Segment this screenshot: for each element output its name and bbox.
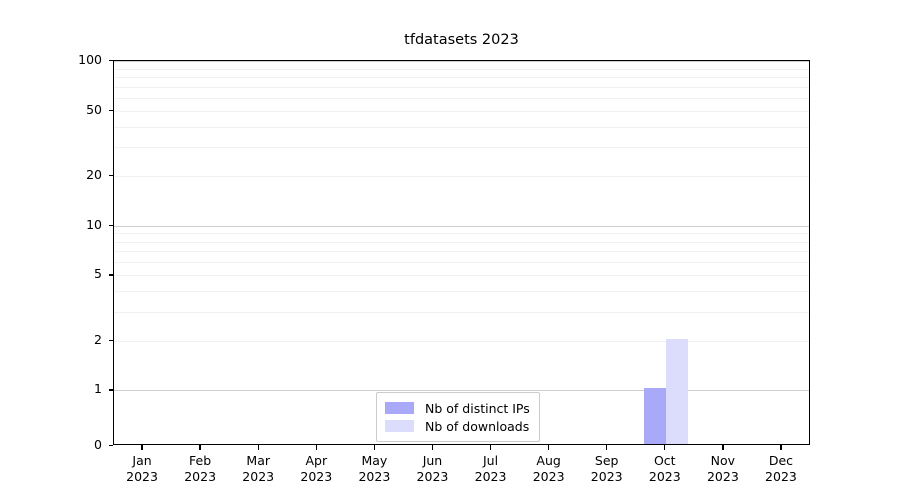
x-tick-mark (489, 445, 492, 450)
gridline-minor (114, 176, 809, 178)
gridline-minor (114, 275, 809, 277)
legend-swatch (385, 402, 414, 414)
y-tick-label: 0 (94, 437, 102, 452)
gridline-minor (114, 76, 809, 78)
gridline-major (114, 61, 809, 62)
gridline-minor (114, 97, 809, 99)
x-tick-label-year: 2023 (532, 469, 565, 484)
bar-oct-downloads (665, 338, 688, 444)
x-tick-mark (664, 445, 666, 450)
legend-label: Nb of downloads (425, 418, 530, 434)
gridline-minor (114, 340, 809, 342)
x-tick-mark (141, 445, 143, 450)
gridline-minor (114, 291, 809, 293)
x-tick-label-month: Feb (189, 453, 212, 468)
gridline-minor (114, 147, 809, 149)
x-tick-label: Jul 2023 (456, 453, 526, 485)
gridline-minor (114, 251, 809, 253)
y-tick-mark (108, 339, 113, 342)
x-tick-label-month: Dec (768, 453, 794, 468)
y-tick-mark (108, 274, 113, 276)
gridline-minor (114, 68, 809, 70)
gridline-minor (114, 262, 809, 264)
x-tick-label-year: 2023 (648, 469, 681, 484)
legend-label: Nb of distinct IPs (425, 400, 530, 416)
gridline-minor (114, 110, 809, 112)
x-tick-mark (722, 445, 724, 450)
y-tick-mark (108, 175, 113, 177)
x-tick-label: Jan 2023 (107, 453, 177, 485)
x-tick-label: Dec 2023 (746, 453, 816, 485)
legend-item: Nb of distinct IPs (385, 399, 530, 417)
y-tick-label: 5 (94, 266, 102, 282)
x-tick-label-month: Oct (653, 453, 676, 468)
x-axis: Jan 2023 Feb 2023 Mar 2023 Apr 2023 May 2023 Jun 20… (113, 445, 810, 500)
plot-area (113, 60, 810, 445)
y-axis: 0 1 2 5 10 20 50 100 (0, 52, 113, 452)
gridline-minor (114, 241, 809, 243)
bar-oct-distinct-ips (643, 388, 666, 444)
y-tick-mark (108, 60, 113, 62)
x-tick-label-month: May (361, 453, 388, 468)
gridline-major (114, 390, 809, 392)
x-tick-label: May 2023 (339, 453, 409, 485)
x-tick-label-year: 2023 (358, 469, 391, 484)
x-tick-label: Jun 2023 (397, 453, 467, 485)
y-tick-mark (108, 224, 113, 226)
legend-swatch (385, 420, 414, 432)
x-tick-mark (257, 445, 259, 450)
x-tick-label-month: Nov (710, 453, 736, 468)
x-tick-label: Apr 2023 (281, 453, 351, 485)
y-tick-label: 2 (94, 331, 102, 347)
y-tick-mark (108, 445, 113, 447)
gridline-minor (114, 233, 809, 235)
x-tick-label: Nov 2023 (688, 453, 758, 485)
legend-item: Nb of downloads (385, 417, 530, 435)
x-tick-label-year: 2023 (242, 469, 275, 484)
x-tick-label: Mar 2023 (223, 453, 293, 485)
x-tick-mark (431, 445, 434, 450)
x-tick-mark (315, 445, 317, 450)
x-tick-label-month: Mar (246, 453, 270, 468)
x-tick-label-year: 2023 (590, 469, 623, 484)
gridline-minor (114, 126, 809, 128)
y-tick-label: 50 (86, 101, 102, 117)
x-tick-label-month: Sep (594, 453, 619, 468)
x-tick-mark (373, 445, 376, 450)
y-tick-label: 100 (78, 52, 102, 67)
gridline-minor (114, 311, 809, 313)
y-tick-label: 20 (86, 167, 102, 183)
y-tick-label: 10 (86, 216, 102, 232)
x-tick-label-month: Aug (536, 453, 561, 468)
x-tick-label-year: 2023 (706, 469, 739, 484)
x-tick-label-year: 2023 (184, 469, 217, 484)
gridline-minor (114, 86, 809, 88)
x-tick-label-month: Apr (305, 453, 328, 468)
x-tick-label-year: 2023 (126, 469, 158, 484)
x-tick-label-year: 2023 (474, 469, 507, 484)
chart-title: tfdatasets 2023 (404, 32, 519, 48)
x-tick-mark (606, 445, 608, 450)
chart-legend: Nb of distinct IPs Nb of downloads (376, 392, 540, 442)
x-tick-label: Oct 2023 (630, 453, 700, 485)
x-tick-label-month: Jan (132, 453, 152, 468)
gridline-major (114, 225, 809, 227)
x-tick-label-year: 2023 (765, 469, 797, 484)
y-tick-mark (108, 389, 113, 391)
x-tick-label: Feb 2023 (165, 453, 235, 485)
y-tick-label: 1 (94, 381, 102, 397)
x-tick-label-month: Jul (482, 453, 499, 468)
x-tick-label-month: Jun (422, 453, 443, 468)
x-tick-label: Sep 2023 (572, 453, 642, 485)
x-tick-mark (547, 445, 550, 450)
x-tick-label: Aug 2023 (514, 453, 584, 485)
y-tick-mark (108, 109, 113, 111)
x-tick-label-year: 2023 (300, 469, 333, 484)
x-tick-mark (780, 445, 782, 450)
x-tick-mark (199, 445, 201, 450)
x-tick-label-year: 2023 (416, 469, 449, 484)
